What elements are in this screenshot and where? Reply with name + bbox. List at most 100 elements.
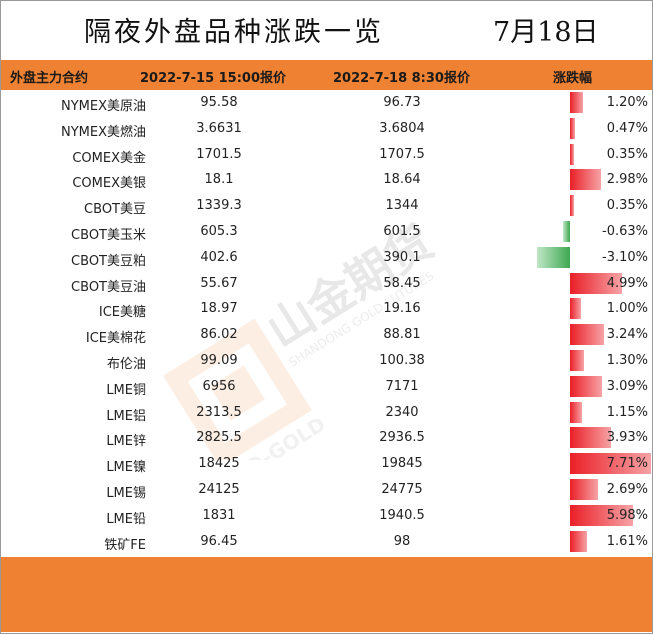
change-pct: 0.35% <box>606 146 648 162</box>
price-1: 96.45 <box>200 533 238 549</box>
change-pct: 5.98% <box>606 507 648 523</box>
header-contract: 外盘主力合约 <box>10 71 89 86</box>
price-1: 2825.5 <box>196 430 242 446</box>
change-bar <box>570 479 599 500</box>
change-bar <box>570 272 623 294</box>
price-1: 18.1 <box>204 172 234 188</box>
contract-name: CBOT美玉米 <box>71 228 146 243</box>
change-bar <box>570 427 612 449</box>
price-2: 1344 <box>385 198 419 214</box>
price-1: 18425 <box>198 456 240 472</box>
price-2: 96.73 <box>383 95 421 110</box>
header-price1: 2022-7-15 15:00报价 <box>140 71 287 86</box>
report-date: 7月18日 <box>493 17 599 48</box>
change-bar <box>537 246 570 268</box>
change-bar <box>570 92 583 113</box>
price-2: 88.81 <box>383 327 421 343</box>
contract-name: CBOT美豆粕 <box>71 253 146 269</box>
price-2: 19845 <box>381 456 423 472</box>
price-1: 2313.5 <box>196 404 242 420</box>
table-row: ICE美棉花 86.02 88.81 3.24% <box>0 322 653 348</box>
table-row: NYMEX美燃油 3.6631 3.6804 0.47% <box>0 116 653 142</box>
contract-name: ICE美糖 <box>98 305 146 321</box>
table-row: LME镍 18425 19845 7.71% <box>0 451 653 477</box>
table-row: CBOT美玉米 605.3 601.5 -0.63% <box>0 219 653 245</box>
contract-name: 布伦油 <box>106 357 146 372</box>
table-row: CBOT美豆油 55.67 58.45 4.99% <box>0 271 653 297</box>
change-pct: 2.98% <box>606 172 648 188</box>
price-2: 19.16 <box>383 301 421 317</box>
table-header: 外盘主力合约 2022-7-15 15:00报价 2022-7-18 8:30报… <box>1 60 652 90</box>
change-bar <box>570 117 575 139</box>
change-pct: 1.20% <box>606 95 648 110</box>
change-pct: 3.93% <box>606 430 648 446</box>
change-pct: -3.10% <box>602 249 648 265</box>
table-row: CBOT美豆粕 402.6 390.1 -3.10% <box>0 245 653 271</box>
table-row: 铁矿FE 96.45 98 1.61% <box>0 529 653 555</box>
contract-name: CBOT美豆 <box>84 202 146 218</box>
price-2: 2340 <box>385 404 419 420</box>
change-pct: 0.35% <box>606 198 648 214</box>
price-1: 55.67 <box>200 275 238 291</box>
price-1: 605.3 <box>200 224 238 239</box>
table-row: LME锡 24125 24775 2.69% <box>0 477 653 503</box>
table-row: LME铜 6956 7171 3.09% <box>0 374 653 400</box>
table-row: ICE美糖 18.97 19.16 1.00% <box>0 296 653 322</box>
change-pct: 4.99% <box>606 275 648 291</box>
price-1: 3.6631 <box>196 120 242 136</box>
change-pct: 0.47% <box>606 120 648 136</box>
change-bar <box>570 298 581 320</box>
contract-name: CBOT美豆油 <box>71 279 146 295</box>
table-row: COMEX美金 1701.5 1707.5 0.35% <box>0 142 653 168</box>
price-2: 1940.5 <box>379 507 425 523</box>
change-bar <box>570 453 651 475</box>
price-2: 390.1 <box>383 249 421 265</box>
change-pct: 1.15% <box>606 404 648 420</box>
contract-name: LME锡 <box>106 486 146 501</box>
price-1: 24125 <box>198 482 240 497</box>
watermark-emblem <box>162 318 312 460</box>
price-2: 3.6804 <box>379 120 425 136</box>
change-bar <box>570 169 602 191</box>
price-2: 2936.5 <box>379 430 425 446</box>
change-bar <box>570 375 603 397</box>
watermark-emblem-core <box>209 365 265 421</box>
price-2: 58.45 <box>383 275 421 291</box>
title-bar: 隔夜外盘品种涨跌一览 7月18日 <box>0 0 653 60</box>
change-bar <box>570 530 587 552</box>
price-1: 402.6 <box>200 249 238 265</box>
price-2: 1707.5 <box>379 146 425 162</box>
table-row: CBOT美豆 1339.3 1344 0.35% <box>0 193 653 219</box>
price-2: 98 <box>393 533 411 549</box>
price-1: 1701.5 <box>196 146 242 162</box>
table-row: 布伦油 99.09 100.38 1.30% <box>0 348 653 374</box>
price-1: 86.02 <box>200 327 238 343</box>
price-2: 24775 <box>381 482 423 497</box>
change-bar <box>570 401 583 423</box>
table-row: LME铅 1831 1940.5 5.98% <box>0 503 653 529</box>
page-title: 隔夜外盘品种涨跌一览 <box>84 17 384 48</box>
change-pct: 2.69% <box>606 482 648 497</box>
change-pct: 1.30% <box>606 353 648 368</box>
header-change: 涨跌幅 <box>553 71 593 86</box>
contract-name: LME锌 <box>106 434 146 450</box>
table-row: LME铝 2313.5 2340 1.15% <box>0 400 653 426</box>
contract-name: NYMEX美燃油 <box>60 124 146 140</box>
change-bar <box>570 143 574 165</box>
change-pct: -0.63% <box>602 224 648 239</box>
contract-name: LME镍 <box>106 460 146 476</box>
table-row: LME锌 2825.5 2936.5 3.93% <box>0 425 653 451</box>
price-2: 100.38 <box>379 353 425 368</box>
price-1: 95.58 <box>200 95 238 110</box>
contract-name: COMEX美银 <box>72 176 146 192</box>
price-1: 1831 <box>202 507 236 523</box>
contract-name: LME铝 <box>106 408 146 424</box>
contract-name: ICE美棉花 <box>85 331 146 347</box>
change-bar <box>570 504 633 526</box>
change-pct: 3.09% <box>606 378 648 394</box>
table-row: COMEX美银 18.1 18.64 2.98% <box>0 167 653 193</box>
change-bar <box>563 221 570 242</box>
change-pct: 1.61% <box>606 533 648 549</box>
header-price2: 2022-7-18 8:30报价 <box>333 71 470 86</box>
watermark-logo: 山金期货 SHANDONG GOLD FUTURES SD-GOLD <box>162 215 442 460</box>
